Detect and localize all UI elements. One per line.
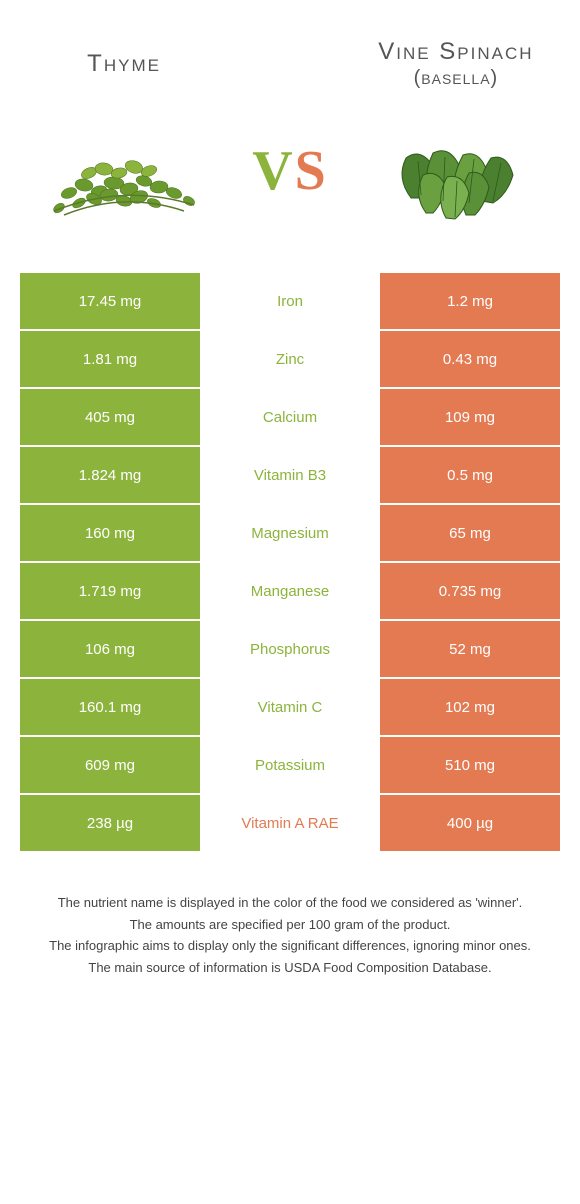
footer-notes: The nutrient name is displayed in the co…	[0, 853, 580, 999]
right-value: 52 mg	[380, 621, 560, 677]
thyme-image	[39, 123, 209, 243]
footer-line-4: The main source of information is USDA F…	[20, 958, 560, 978]
right-value: 1.2 mg	[380, 273, 560, 329]
nutrient-row: 1.824 mgVitamin B30.5 mg	[20, 447, 560, 505]
nutrient-row: 160.1 mgVitamin C102 mg	[20, 679, 560, 737]
nutrient-table: 17.45 mgIron1.2 mg1.81 mgZinc0.43 mg405 …	[20, 273, 560, 853]
left-value: 405 mg	[20, 389, 200, 445]
right-food-title-main: Vine Spinach	[378, 38, 533, 67]
left-value: 1.824 mg	[20, 447, 200, 503]
nutrient-row: 106 mgPhosphorus52 mg	[20, 621, 560, 679]
nutrient-row: 238 µgVitamin A RAE400 µg	[20, 795, 560, 853]
footer-line-3: The infographic aims to display only the…	[20, 936, 560, 956]
right-food-subtitle: (basella)	[378, 66, 533, 90]
right-value: 109 mg	[380, 389, 560, 445]
left-value: 106 mg	[20, 621, 200, 677]
left-value: 160.1 mg	[20, 679, 200, 735]
nutrient-label: Calcium	[200, 389, 380, 445]
vs-s: S	[295, 140, 328, 202]
right-value: 400 µg	[380, 795, 560, 851]
right-value: 0.43 mg	[380, 331, 560, 387]
nutrient-row: 1.719 mgManganese0.735 mg	[20, 563, 560, 621]
nutrient-row: 160 mgMagnesium65 mg	[20, 505, 560, 563]
right-food-column: Vine Spinach (basella)	[356, 20, 556, 243]
nutrient-row: 405 mgCalcium109 mg	[20, 389, 560, 447]
nutrient-row: 609 mgPotassium510 mg	[20, 737, 560, 795]
nutrient-label: Potassium	[200, 737, 380, 793]
nutrient-label: Vitamin B3	[200, 447, 380, 503]
right-value: 510 mg	[380, 737, 560, 793]
nutrient-label: Iron	[200, 273, 380, 329]
nutrient-row: 1.81 mgZinc0.43 mg	[20, 331, 560, 389]
comparison-header: Thyme	[0, 0, 580, 263]
nutrient-label: Vitamin A RAE	[200, 795, 380, 851]
footer-line-2: The amounts are specified per 100 gram o…	[20, 915, 560, 935]
right-value: 0.735 mg	[380, 563, 560, 619]
footer-line-1: The nutrient name is displayed in the co…	[20, 893, 560, 913]
left-value: 1.81 mg	[20, 331, 200, 387]
vs-label: VS	[252, 139, 328, 203]
spinach-image	[371, 123, 541, 243]
nutrient-label: Zinc	[200, 331, 380, 387]
nutrient-label: Phosphorus	[200, 621, 380, 677]
nutrient-row: 17.45 mgIron1.2 mg	[20, 273, 560, 331]
left-value: 17.45 mg	[20, 273, 200, 329]
right-value: 102 mg	[380, 679, 560, 735]
left-food-column: Thyme	[24, 20, 224, 243]
left-value: 1.719 mg	[20, 563, 200, 619]
right-value: 0.5 mg	[380, 447, 560, 503]
nutrient-label: Magnesium	[200, 505, 380, 561]
left-food-title: Thyme	[87, 20, 161, 108]
left-value: 160 mg	[20, 505, 200, 561]
left-value: 609 mg	[20, 737, 200, 793]
nutrient-label: Vitamin C	[200, 679, 380, 735]
left-value: 238 µg	[20, 795, 200, 851]
right-value: 65 mg	[380, 505, 560, 561]
right-food-title: Vine Spinach (basella)	[378, 20, 533, 108]
nutrient-label: Manganese	[200, 563, 380, 619]
vs-v: V	[252, 140, 294, 202]
